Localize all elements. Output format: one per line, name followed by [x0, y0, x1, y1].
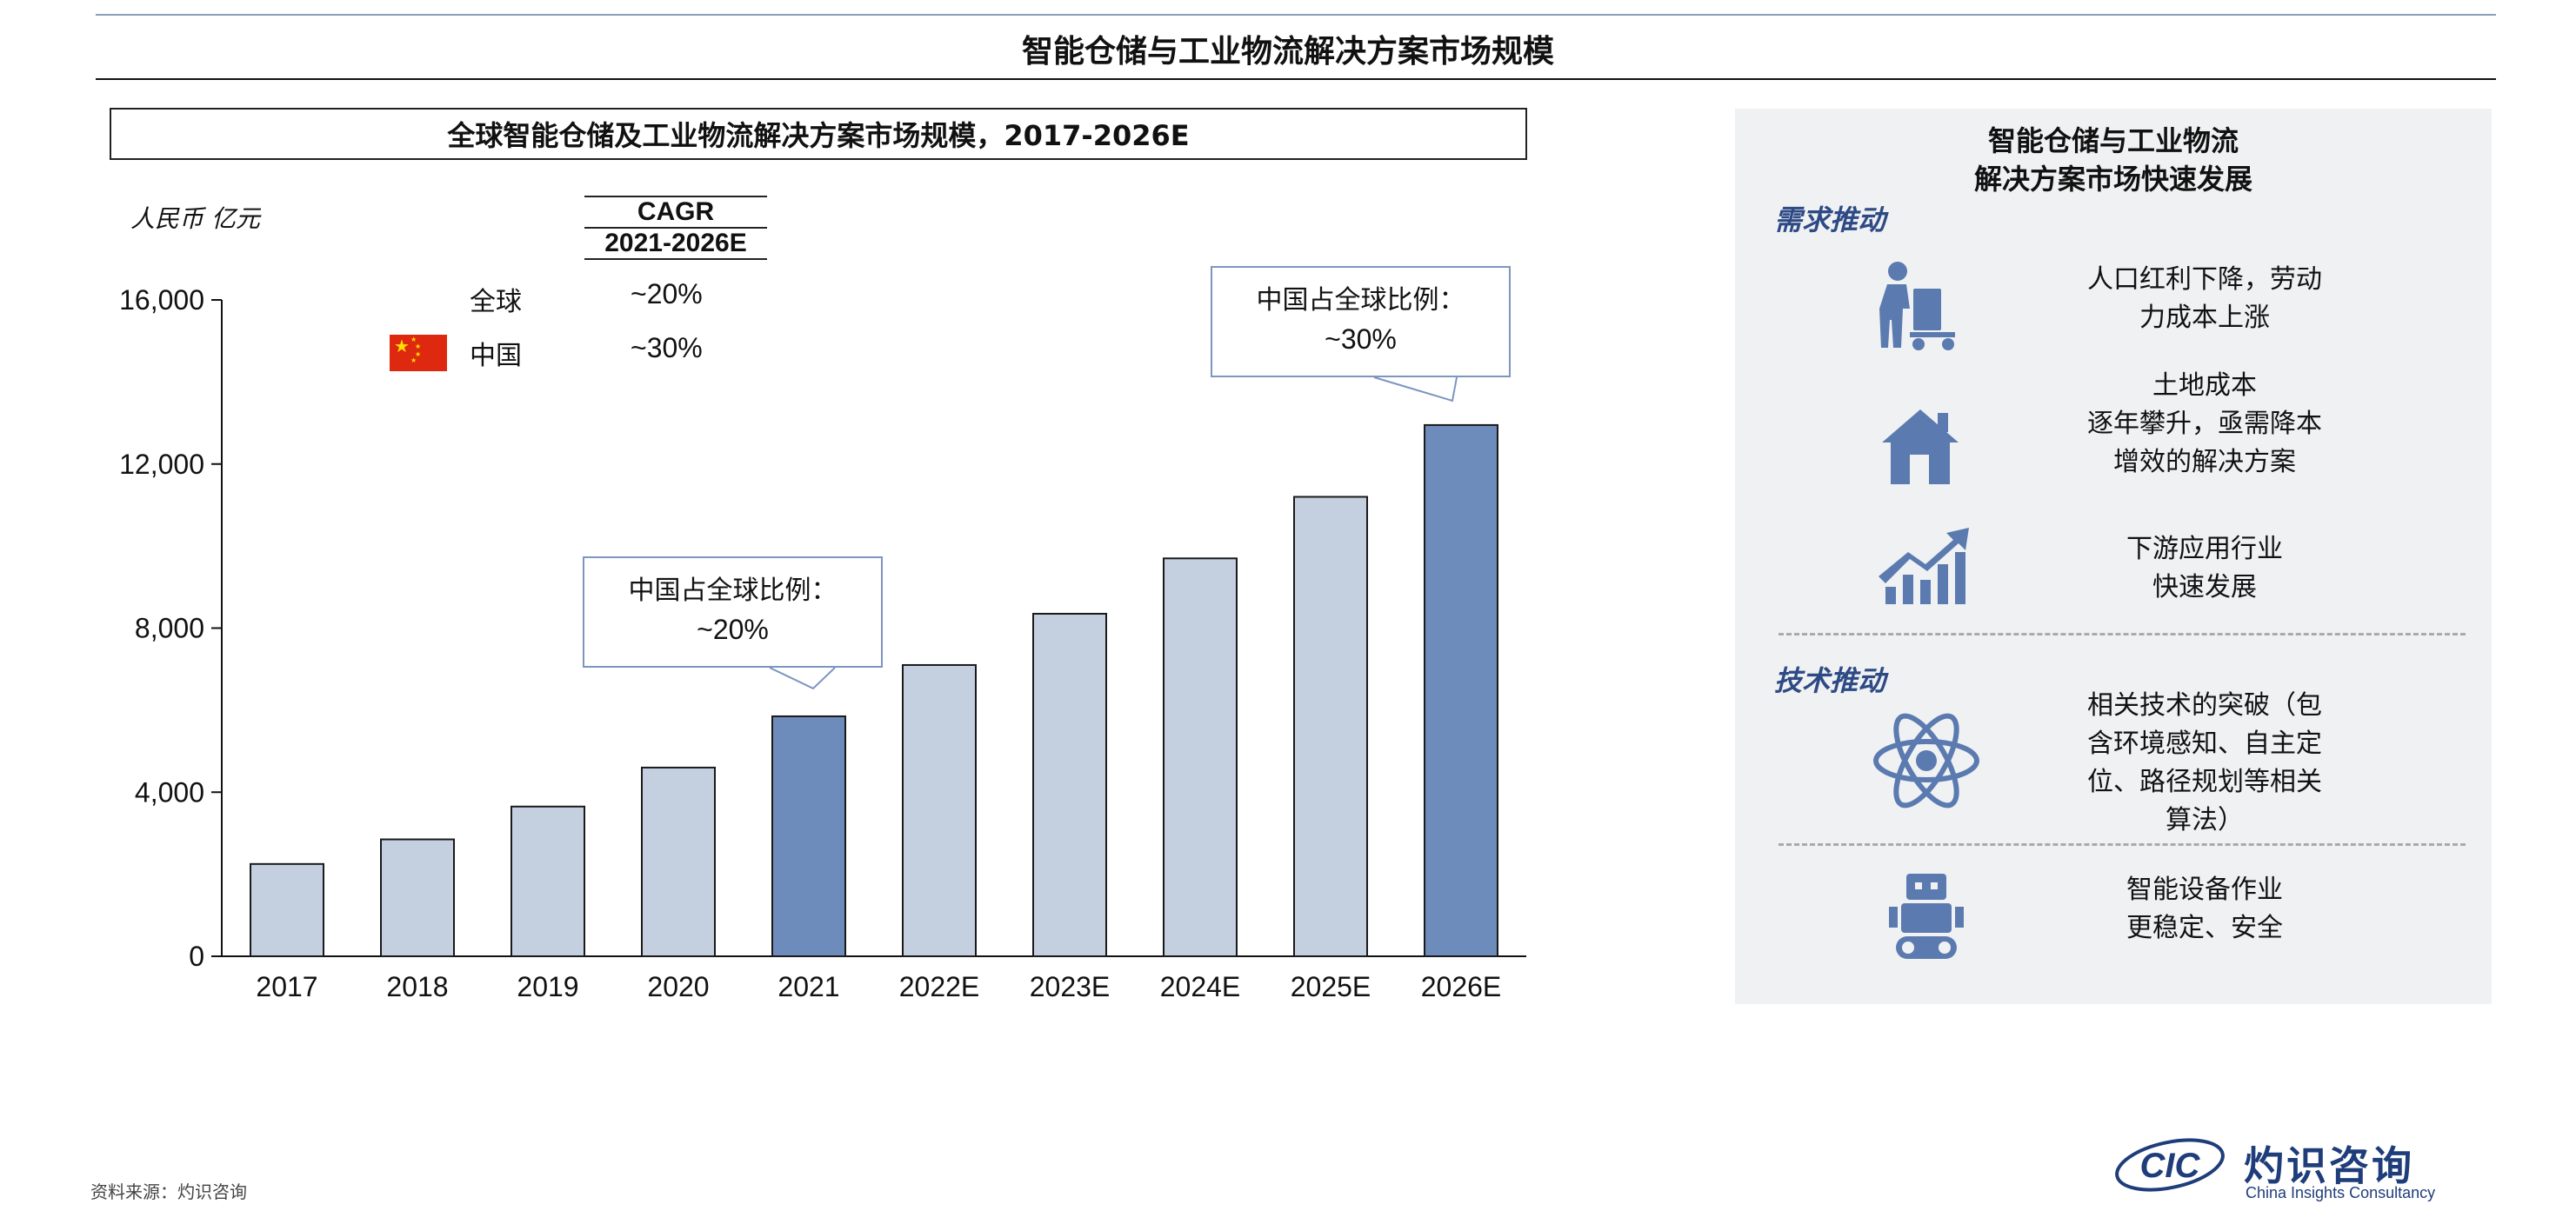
- bar-2020: [641, 766, 716, 957]
- worker-trolley-icon: [1879, 262, 1955, 350]
- driver-land-cost-line1: 土地成本: [2152, 370, 2257, 401]
- bar-chart: 2017 2018 2019 2020 2021 2022E 2023E 2024E 2025E…: [119, 284, 1526, 1002]
- y-tick-label: 0: [189, 941, 204, 972]
- logo-name-en: China Insights Consultancy: [2246, 1184, 2436, 1201]
- panel-title: 智能仓储与工业物流 解决方案市场快速发展: [1735, 122, 2492, 198]
- section-heading-demand: 需求推动: [1774, 203, 1886, 236]
- bar-2023E: [1032, 612, 1107, 957]
- chart-bars: [250, 423, 1498, 957]
- driver-labor-cost: 人口红利下降，劳动 力成本上涨: [2031, 261, 2379, 337]
- x-tick-label-2020: 2020: [647, 971, 709, 1002]
- cagr-header-line1: CAGR: [584, 196, 767, 229]
- driver-labor-cost-line2: 力成本上涨: [2139, 303, 2270, 333]
- cagr-row-china-label: 中国: [470, 341, 522, 371]
- driver-tech-line1: 相关技术的突破（包: [2087, 690, 2322, 721]
- logo-name-cn: 灼识咨询: [2244, 1142, 2414, 1189]
- cagr-row-china-value: ~30%: [631, 332, 703, 363]
- driver-tech-line2: 含环境感知、自主定: [2087, 729, 2322, 759]
- driver-labor-cost-line1: 人口红利下降，劳动: [2087, 264, 2322, 295]
- x-tick-label-2018: 2018: [386, 971, 448, 1002]
- x-tick-label-2017: 2017: [256, 971, 317, 1002]
- driver-land-cost-line3: 增效的解决方案: [2113, 447, 2296, 477]
- house-icon: [1882, 409, 1959, 484]
- driver-robot-stability: 智能设备作业 更稳定、安全: [2031, 871, 2379, 948]
- section-heading-technology: 技术推动: [1774, 664, 1886, 697]
- driver-downstream-line2: 快速发展: [2152, 572, 2257, 602]
- y-axis-unit: 人民币 亿元: [130, 204, 260, 233]
- atom-icon: [1873, 713, 1979, 808]
- callout-2026: 中国占全球比例： ~30%: [1211, 266, 1511, 377]
- bar-2019: [511, 805, 585, 957]
- driver-robot-line1: 智能设备作业: [2126, 875, 2283, 905]
- panel-title-line1: 智能仓储与工业物流: [1987, 124, 2239, 157]
- driver-downstream-line1: 下游应用行业: [2126, 534, 2283, 564]
- page-title: 智能仓储与工业物流解决方案市场规模: [1021, 34, 1554, 70]
- panel-title-line2: 解决方案市场快速发展: [1973, 163, 2252, 196]
- china-flag-icon: ★ ★ ★ ★ ★: [390, 335, 447, 371]
- bar-2021: [771, 715, 846, 957]
- driver-robot-line2: 更稳定、安全: [2126, 913, 2283, 943]
- bar-2022E: [902, 663, 977, 957]
- callout-tails: [769, 376, 1458, 690]
- cagr-row-global-value: ~20%: [631, 278, 703, 309]
- bar-2017: [250, 862, 324, 957]
- bar-2026E: [1424, 423, 1498, 957]
- callout-2026-tail: [1373, 376, 1458, 403]
- title-rule: [96, 78, 2496, 80]
- robot-icon: [1889, 874, 1964, 959]
- bar-2025E: [1293, 496, 1368, 957]
- y-tick-label: 12,000: [119, 449, 204, 480]
- driver-tech-line4: 算法）: [2166, 805, 2244, 835]
- x-tick-label-2021: 2021: [777, 971, 839, 1002]
- x-tick-label-2026E: 2026E: [1421, 971, 1502, 1002]
- chart-y-tick-labels: 0 4,000 8,000 12,000 16,000: [119, 284, 204, 972]
- callout-2026-line2: ~30%: [1325, 323, 1397, 355]
- bar-2024E: [1163, 557, 1238, 957]
- x-tick-label-2019: 2019: [517, 971, 578, 1002]
- driver-downstream: 下游应用行业 快速发展: [2031, 530, 2379, 607]
- bar-2018: [380, 838, 455, 957]
- cagr-header-line2: 2021-2026E: [584, 229, 767, 260]
- top-rule: [96, 14, 2496, 16]
- y-tick-label: 8,000: [135, 613, 204, 644]
- callout-2021-line1: 中国占全球比例：: [628, 576, 838, 606]
- cagr-row-global-label: 全球: [470, 287, 522, 317]
- x-tick-label-2023E: 2023E: [1030, 971, 1111, 1002]
- callout-2026-line1: 中国占全球比例：: [1256, 285, 1465, 316]
- source-note: 资料来源：灼识咨询: [90, 1181, 247, 1202]
- y-tick-label: 16,000: [119, 284, 204, 316]
- callout-2021-tail: [769, 667, 836, 690]
- drivers-panel: [1735, 109, 2492, 1004]
- driver-tech-line3: 位、路径规划等相关: [2087, 767, 2322, 797]
- x-tick-label-2025E: 2025E: [1291, 971, 1371, 1002]
- growth-chart-icon: [1879, 528, 1969, 604]
- driver-tech-breakthrough: 相关技术的突破（包 含环境感知、自主定 位、路径规划等相关 算法）: [2031, 687, 2379, 840]
- x-tick-label-2022E: 2022E: [899, 971, 980, 1002]
- y-tick-label: 4,000: [135, 776, 204, 808]
- callout-2021-line2: ~20%: [697, 614, 769, 645]
- callout-2021: 中国占全球比例： ~20%: [583, 556, 883, 668]
- driver-land-cost: 土地成本 逐年攀升，亟需降本 增效的解决方案: [2031, 367, 2379, 482]
- cic-logo-mark: CIC: [2115, 1138, 2225, 1192]
- panel-divider-2: [1779, 843, 2466, 846]
- panel-divider-1: [1779, 633, 2466, 635]
- chart-title: 全球智能仓储及工业物流解决方案市场规模，2017-2026E: [110, 108, 1527, 160]
- chart-x-tick-labels: 2017 2018 2019 2020 2021 2022E 2023E 2024E 2025E…: [256, 971, 1501, 1002]
- cagr-header: CAGR 2021-2026E: [584, 196, 767, 260]
- driver-land-cost-line2: 逐年攀升，亟需降本: [2087, 409, 2322, 439]
- x-tick-label-2024E: 2024E: [1160, 971, 1241, 1002]
- logo-mark-text: CIC: [2140, 1147, 2201, 1185]
